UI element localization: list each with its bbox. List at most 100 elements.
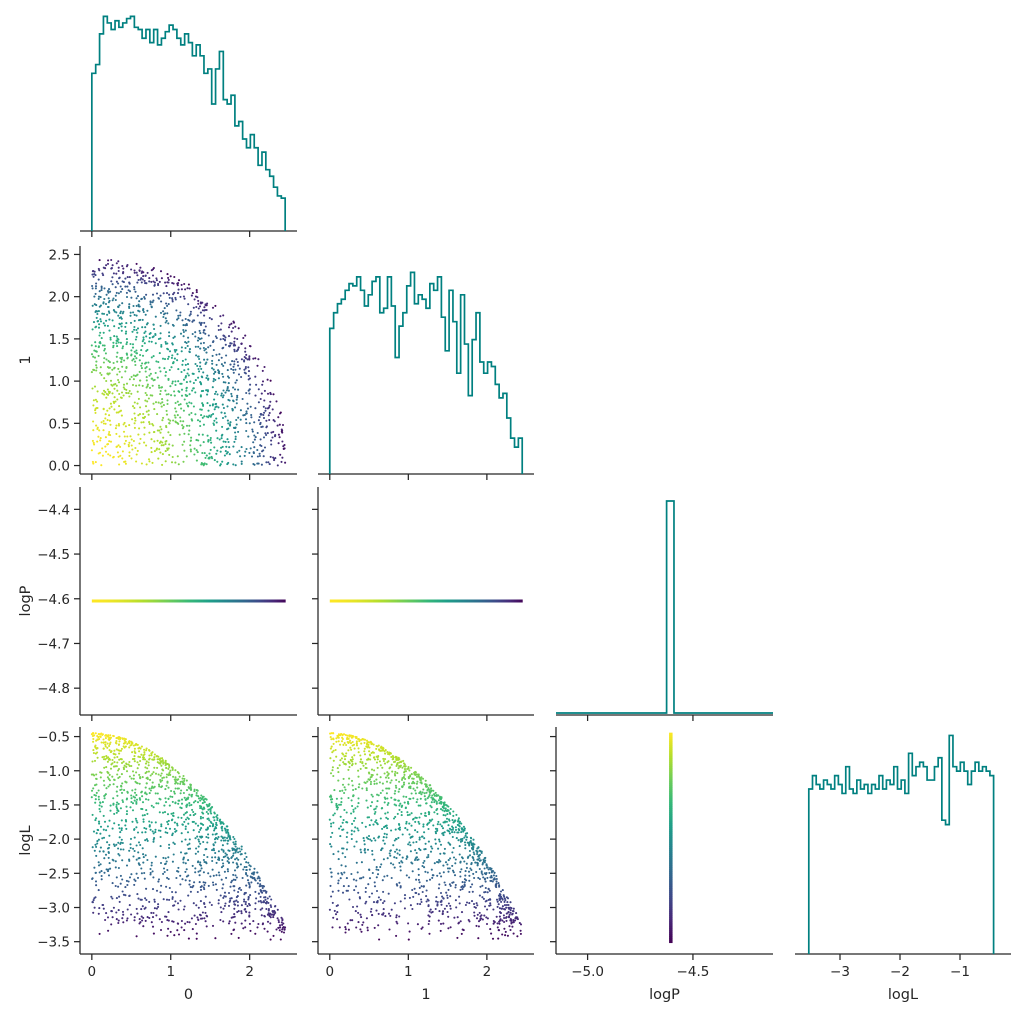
scatter-point	[227, 891, 231, 895]
scatter-point	[152, 832, 155, 835]
scatter-point	[229, 897, 232, 900]
scatter-point	[227, 398, 230, 401]
scatter-point	[130, 268, 133, 271]
scatter-point	[263, 365, 266, 369]
scatter-point	[165, 302, 168, 305]
scatter-point	[468, 849, 471, 853]
scatter-point	[423, 866, 426, 869]
scatter-point	[167, 276, 170, 279]
scatter-point	[437, 919, 440, 922]
scatter-point	[495, 880, 498, 883]
scatter-point	[444, 814, 447, 817]
scatter-point	[429, 804, 432, 807]
scatter-point	[111, 264, 114, 267]
scatter-point	[453, 831, 456, 834]
scatter-point	[211, 362, 214, 365]
scatter-point	[177, 314, 180, 317]
scatter-point	[428, 920, 431, 923]
scatter-point	[468, 843, 471, 846]
scatter-point	[272, 456, 275, 459]
scatter-point	[399, 900, 402, 903]
scatter-point	[240, 462, 243, 465]
scatter-point	[354, 762, 357, 765]
scatter-point	[137, 319, 141, 322]
scatter-point	[113, 396, 116, 399]
scatter-point	[407, 766, 410, 769]
scatter-point	[331, 831, 334, 834]
scatter-point	[150, 446, 153, 449]
scatter-point	[122, 267, 125, 270]
scatter-point	[199, 815, 202, 818]
scatter-point	[187, 368, 190, 371]
scatter-point	[202, 371, 205, 374]
scatter-point	[94, 411, 97, 414]
scatter-point	[204, 332, 207, 335]
scatter-point	[133, 883, 136, 886]
scatter-point	[177, 403, 180, 406]
scatter-point	[183, 282, 186, 286]
x-tick-label: −5.0	[571, 964, 604, 980]
scatter-point	[367, 834, 371, 838]
scatter-point	[214, 304, 217, 307]
scatter-point	[141, 384, 144, 387]
scatter-point	[204, 920, 207, 923]
scatter-point	[94, 326, 97, 329]
scatter-point	[448, 867, 451, 870]
scatter-point	[231, 847, 234, 850]
scatter-point	[342, 818, 345, 822]
scatter-point	[435, 900, 438, 903]
scatter-point	[167, 856, 170, 859]
scatter-point	[187, 937, 190, 940]
scatter-point	[102, 814, 105, 817]
scatter-point	[171, 354, 174, 357]
scatter-point	[103, 820, 107, 823]
scatter-point	[352, 808, 355, 811]
scatter-point	[124, 439, 127, 442]
scatter-point	[112, 456, 115, 459]
scatter-point	[201, 433, 204, 436]
scatter-point	[368, 778, 372, 781]
scatter-point	[113, 844, 116, 848]
scatter-point	[130, 797, 133, 800]
scatter-point	[359, 928, 362, 931]
scatter-point	[385, 833, 388, 836]
scatter-point	[133, 836, 136, 839]
scatter-point	[136, 831, 140, 834]
scatter-point	[187, 340, 190, 343]
scatter-point	[498, 922, 501, 925]
scatter-point	[142, 820, 145, 823]
scatter-point	[501, 889, 504, 892]
scatter-point	[373, 769, 376, 772]
scatter-point	[95, 884, 98, 887]
scatter-point	[138, 863, 141, 866]
scatter-point	[92, 429, 95, 432]
scatter-point	[483, 857, 486, 860]
scatter-point	[190, 788, 193, 791]
scatter-point	[244, 852, 247, 855]
scatter-point	[505, 919, 508, 922]
scatter-point	[248, 377, 251, 380]
scatter-point	[138, 427, 141, 430]
scatter-point	[475, 870, 478, 874]
scatter-point	[184, 818, 188, 821]
scatter-point	[98, 429, 101, 432]
scatter-point	[264, 901, 267, 905]
scatter-point	[181, 424, 184, 427]
scatter-point	[132, 378, 135, 381]
scatter-point	[249, 929, 252, 932]
scatter-point	[149, 774, 152, 777]
scatter-point	[182, 328, 185, 332]
scatter-point	[117, 767, 121, 771]
scatter-point	[328, 908, 331, 911]
scatter-point	[143, 753, 146, 756]
scatter-point	[159, 774, 162, 777]
scatter-point	[350, 759, 353, 762]
scatter-point	[425, 785, 428, 788]
scatter-point	[373, 758, 377, 761]
scatter-point	[464, 847, 467, 850]
scatter-point	[408, 876, 411, 879]
scatter-point	[447, 870, 450, 873]
scatter-point	[395, 914, 398, 917]
scatter-point	[414, 857, 417, 860]
scatter-point	[162, 315, 165, 319]
